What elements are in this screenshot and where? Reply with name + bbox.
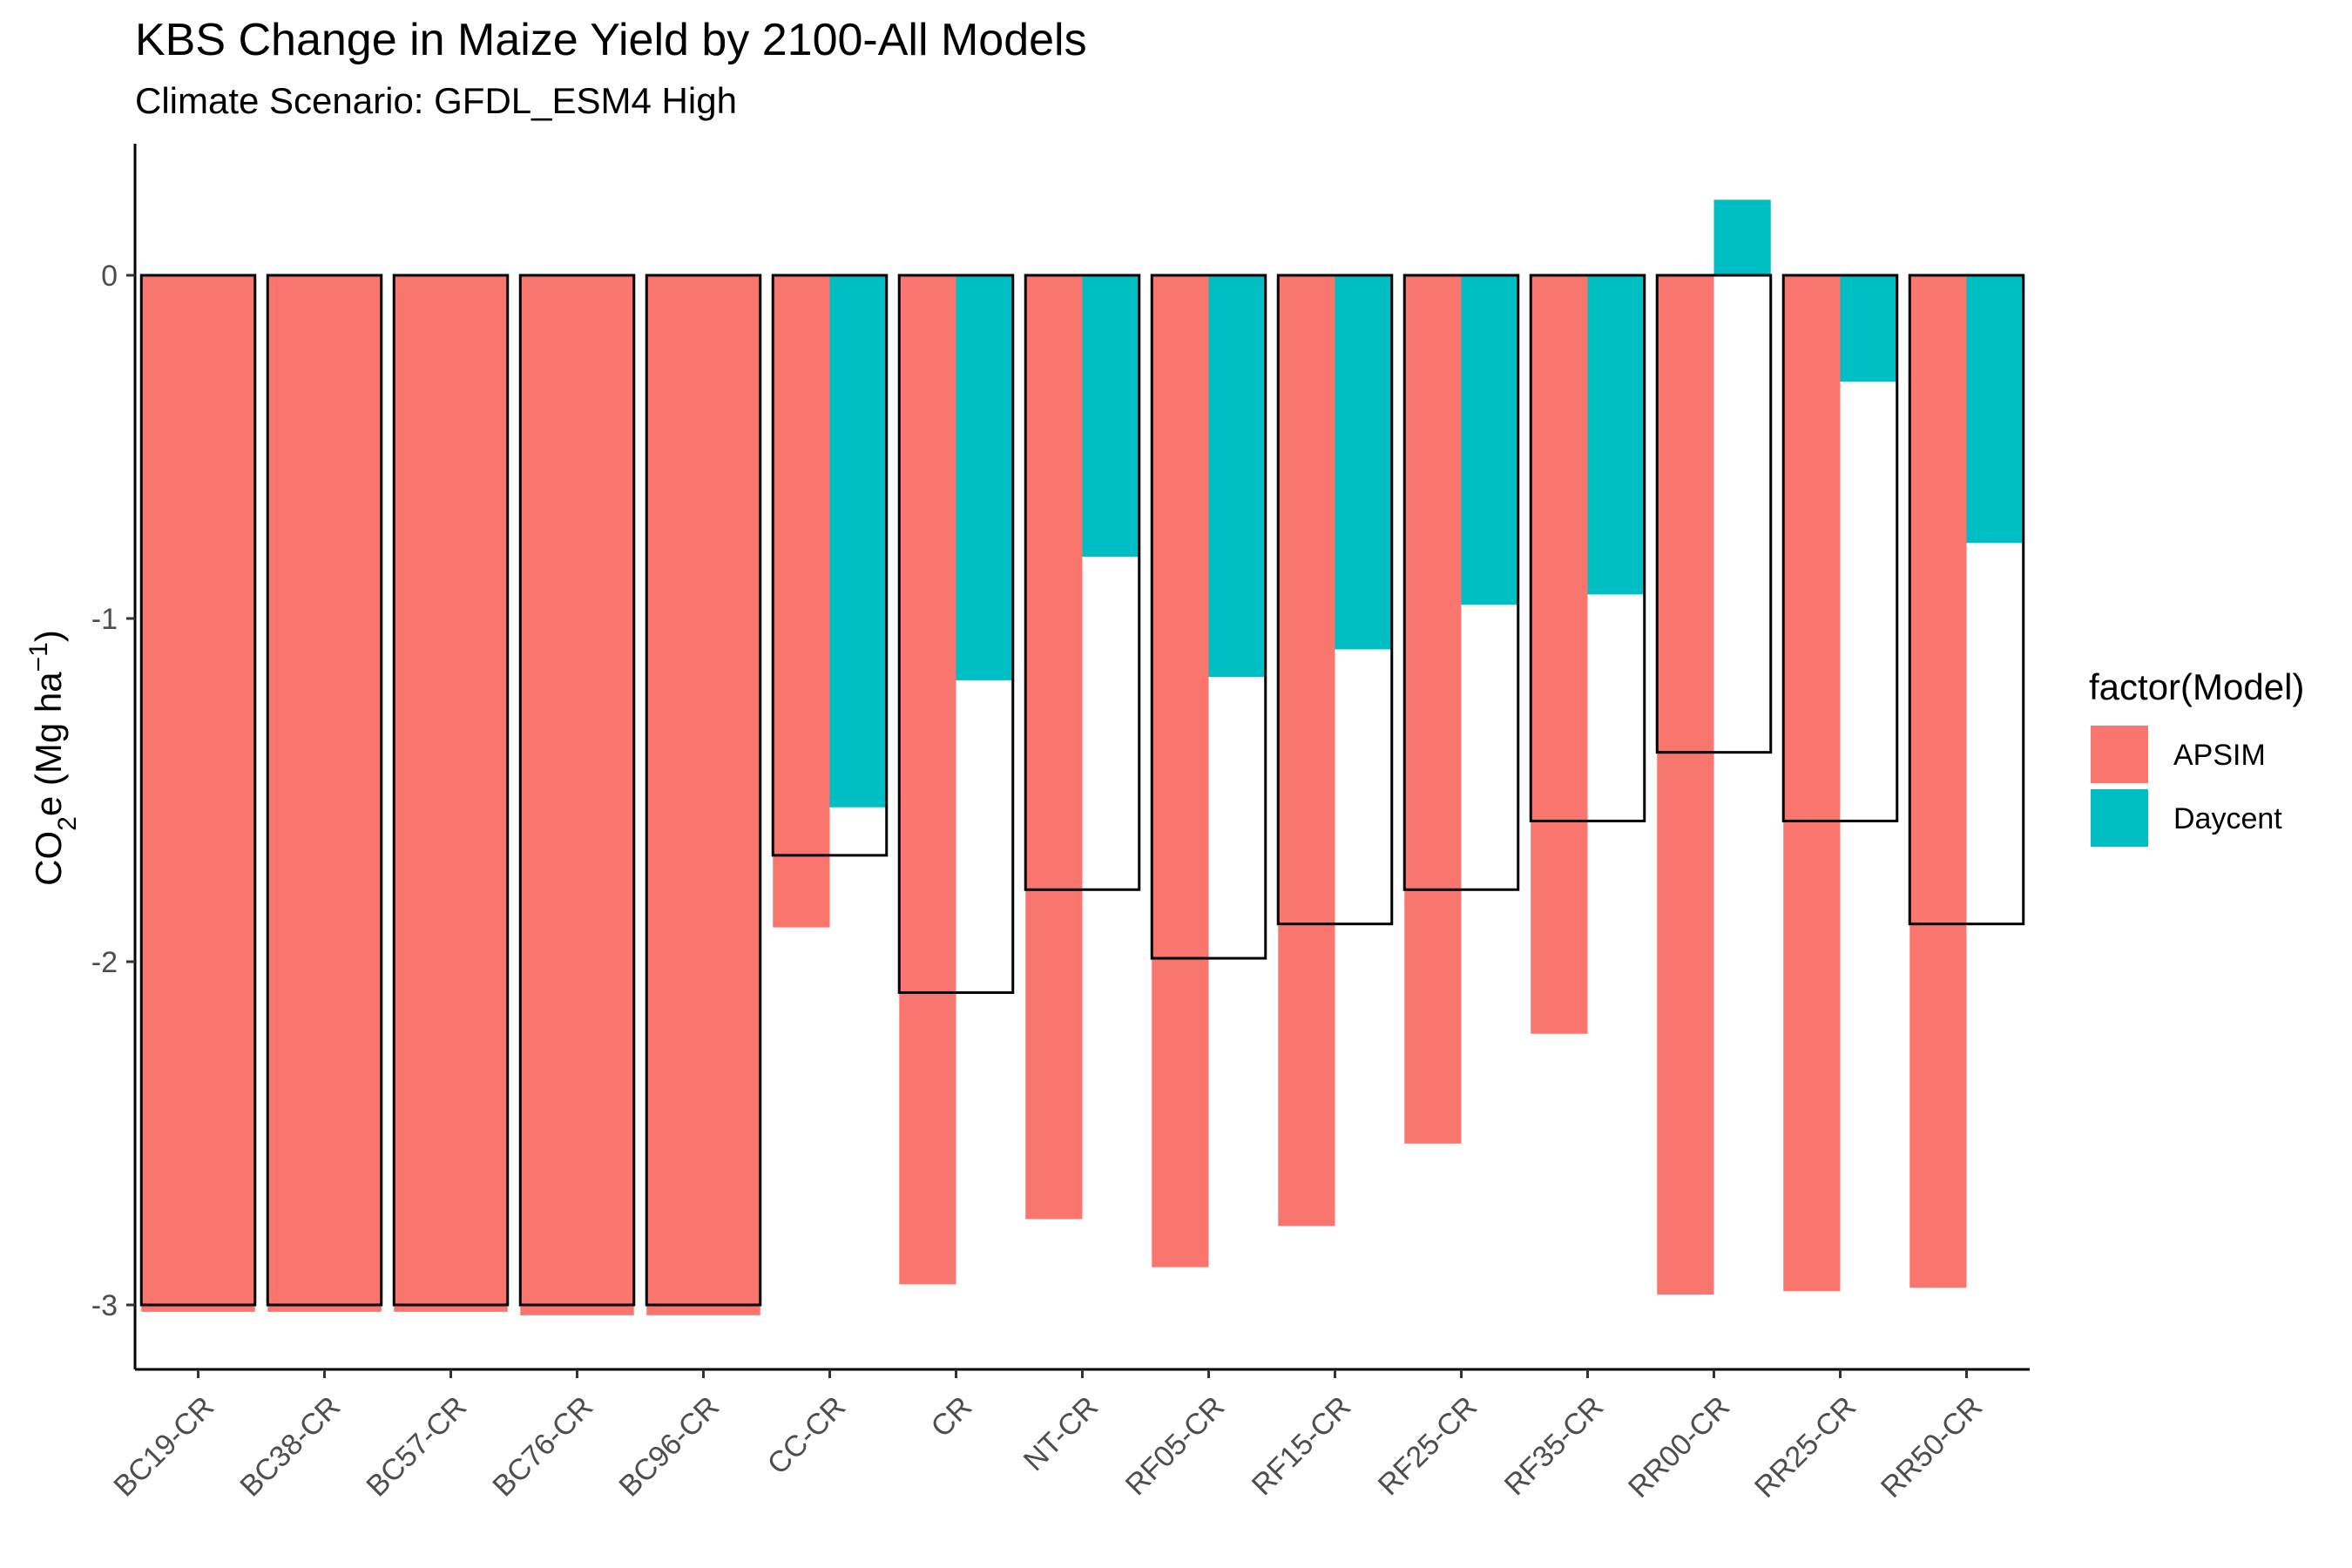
bar-outline-bc57-cr	[392, 274, 510, 1307]
bar-apsim-rf05-cr	[1152, 275, 1209, 1267]
bar-daycent-rf15-cr	[1335, 275, 1392, 650]
y-axis-ticks: 0 -1 -2 -3	[91, 260, 135, 1322]
x-tick-label: RF15-CR	[1246, 1390, 1357, 1502]
bar-outline-cc-cr	[771, 274, 889, 857]
y-tick-label: 0	[101, 260, 118, 293]
y-tick-label: -2	[91, 946, 118, 979]
y-tick-label: -1	[91, 603, 118, 636]
x-tick-label: BC38-CR	[233, 1390, 347, 1504]
bar-outline-bc38-cr	[266, 274, 383, 1307]
bar-daycent-rf25-cr	[1461, 275, 1518, 605]
bar-apsim-bc76-cr	[520, 275, 634, 1315]
bar-daycent-cr	[956, 275, 1013, 680]
bar-apsim-rf35-cr	[1531, 275, 1588, 1034]
x-tick-label: BC96-CR	[612, 1390, 726, 1504]
bar-apsim-bc19-cr	[141, 275, 255, 1312]
bar-outline-bc76-cr	[518, 274, 636, 1307]
bar-daycent-rr50-cr	[1966, 275, 2024, 544]
bar-outline-rr25-cr	[1781, 274, 1899, 822]
bars-layer	[141, 199, 2024, 1315]
bar-daycent-rf05-cr	[1208, 275, 1266, 677]
x-tick-label: RR50-CR	[1875, 1390, 1989, 1504]
legend-swatch-daycent	[2091, 789, 2148, 847]
bar-outline-rf35-cr	[1529, 274, 1646, 822]
x-axis-ticks: BC19-CR BC38-CR BC57-CR BC76-CR BC96-CR CC-CR…	[107, 1369, 1989, 1504]
x-tick-label: NT-CR	[1017, 1390, 1105, 1477]
legend: factor(Model) APSIM Daycent	[2089, 666, 2304, 847]
legend-label-daycent: Daycent	[2173, 802, 2282, 835]
x-tick-label: CR	[925, 1390, 979, 1444]
bar-apsim-cr	[899, 275, 956, 1285]
y-axis-title-close: )	[28, 630, 69, 642]
legend-label-apsim: APSIM	[2173, 739, 2266, 772]
y-axis-title: CO2e (Mg ha−1)	[24, 630, 82, 886]
x-tick-label: RR00-CR	[1622, 1390, 1736, 1504]
bar-outline-bc96-cr	[645, 274, 762, 1307]
bar-apsim-rf25-cr	[1404, 275, 1462, 1144]
bar-daycent-nt-cr	[1082, 275, 1139, 558]
bar-outline-rr50-cr	[1908, 274, 2025, 926]
y-axis-title-rest: e (Mg ha	[28, 672, 69, 816]
bar-apsim-rr25-cr	[1783, 275, 1841, 1292]
bar-outline-rr00-cr	[1655, 274, 1773, 754]
x-tick-label: RR25-CR	[1748, 1390, 1862, 1504]
x-tick-label: CC-CR	[761, 1390, 852, 1481]
bar-apsim-rr00-cr	[1657, 275, 1714, 1295]
x-tick-label: BC19-CR	[107, 1390, 220, 1504]
bar-apsim-rf15-cr	[1278, 275, 1335, 1227]
bar-outline-cr	[897, 274, 1015, 994]
bar-apsim-bc38-cr	[267, 275, 382, 1312]
bar-apsim-nt-cr	[1025, 275, 1083, 1220]
bar-apsim-cc-cr	[773, 275, 830, 928]
bar-daycent-cc-cr	[829, 275, 887, 808]
x-tick-label: RF25-CR	[1372, 1390, 1484, 1502]
chart-subtitle: Climate Scenario: GFDL_ESM4 High	[135, 80, 737, 121]
legend-title: factor(Model)	[2089, 666, 2304, 707]
bar-daycent-rf35-cr	[1587, 275, 1645, 595]
bar-outline-rf15-cr	[1276, 274, 1394, 926]
x-tick-label: BC76-CR	[486, 1390, 599, 1504]
bar-outline-rf05-cr	[1150, 274, 1267, 960]
bar-daycent-rr25-cr	[1840, 275, 1897, 382]
outline-layer	[139, 274, 2025, 1307]
legend-swatch-apsim	[2091, 726, 2148, 783]
x-tick-label: RF05-CR	[1119, 1390, 1231, 1502]
bar-apsim-rr50-cr	[1909, 275, 1967, 1288]
y-axis-title-main: CO	[28, 831, 69, 886]
bar-apsim-bc96-cr	[646, 275, 760, 1315]
chart-title: KBS Change in Maize Yield by 2100-All Mo…	[135, 15, 1087, 65]
bar-outline-bc19-cr	[139, 274, 257, 1307]
y-axis-title-subscript: 2	[53, 816, 82, 831]
x-tick-label: BC57-CR	[360, 1390, 473, 1504]
bar-outline-nt-cr	[1024, 274, 1141, 891]
plot-area: 0 -1 -2 -3 BC19-CR BC38-CR BC57-CR BC76-CR BC96…	[91, 144, 2030, 1504]
x-tick-label: RF35-CR	[1498, 1390, 1610, 1502]
bar-outline-rf25-cr	[1402, 274, 1520, 891]
y-tick-label: -3	[91, 1289, 118, 1322]
bar-apsim-bc57-cr	[394, 275, 508, 1312]
y-axis-title-superscript: −1	[24, 642, 53, 672]
bar-daycent-rr00-cr	[1713, 199, 1771, 275]
